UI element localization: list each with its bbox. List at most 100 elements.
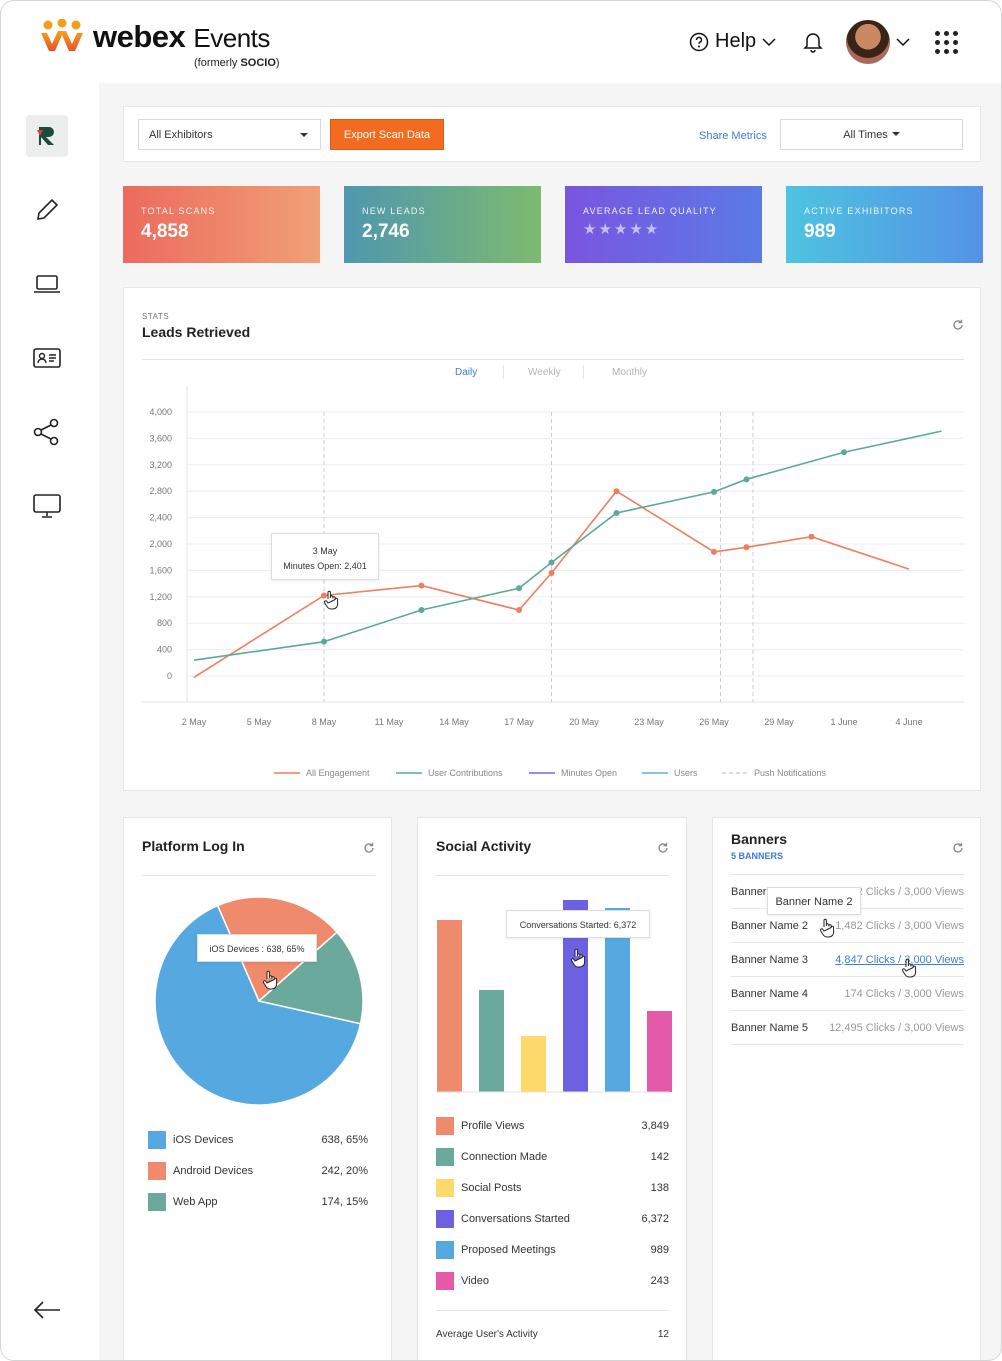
top-bar: webex Events (formerly SOCIO) Help — [1, 1, 1001, 83]
banner-name: Banner — [731, 885, 767, 898]
banners-card: Banners 5 BANNERS Banner 2 Clicks / 3,00… — [712, 817, 981, 1360]
help-menu[interactable]: Help — [689, 30, 776, 53]
sidebar-item-brand[interactable] — [26, 115, 68, 157]
legend-item: Conversations Started 6,372 — [436, 1210, 669, 1228]
y-tick-label: 0 — [167, 671, 172, 681]
card-kicker: STATS — [142, 312, 170, 321]
legend-value: 242, 20% — [321, 1165, 368, 1177]
legend-item: iOS Devices 638, 65% — [148, 1131, 368, 1149]
stat-label: ACTIVE EXHIBITORS — [804, 206, 914, 216]
export-scan-data-button[interactable]: Export Scan Data — [330, 119, 444, 150]
x-tick-label: 8 May — [312, 717, 337, 727]
legend-value: 138 — [650, 1182, 669, 1194]
brand-formerly: (formerly SOCIO) — [194, 57, 280, 69]
collapse-sidebar-button[interactable] — [26, 1289, 68, 1331]
tooltip-text: Minutes Open: 2,401 — [283, 561, 367, 571]
legend-swatch — [436, 1241, 454, 1259]
sidebar-item-monitor[interactable] — [26, 485, 68, 527]
tab-separator — [503, 365, 504, 379]
bell-icon[interactable] — [803, 31, 823, 58]
legend-label: Social Posts — [461, 1182, 522, 1194]
stat-average-lead-quality: AVERAGE LEAD QUALITY ★★★★★ — [565, 186, 762, 263]
legend-value: 638, 65% — [321, 1134, 368, 1146]
x-tick-label: 26 May — [699, 717, 729, 727]
stat-active-exhibitors: ACTIVE EXHIBITORS 989 — [786, 186, 983, 263]
refresh-icon[interactable] — [363, 841, 375, 859]
banner-stats-link[interactable]: 4,847 Clicks / 3,000 Views — [835, 953, 964, 966]
legend-swatch — [148, 1162, 166, 1180]
monitor-icon — [33, 494, 61, 518]
chevron-down-icon — [762, 37, 776, 46]
divider — [142, 359, 964, 360]
tab-weekly[interactable]: Weekly — [528, 367, 561, 378]
card-title: Platform Log In — [142, 838, 245, 854]
banner-count: 5 BANNERS — [731, 851, 784, 861]
banner-name: Banner Name 2 — [731, 919, 809, 932]
data-point — [548, 570, 555, 577]
average-activity-row: Average User's Activity 12 — [436, 1329, 669, 1340]
pencil-icon — [37, 198, 59, 220]
legend-swatch — [436, 1272, 454, 1290]
caret-down-icon — [891, 132, 900, 136]
stat-total-scans: TOTAL SCANS 4,858 — [123, 186, 320, 263]
refresh-icon[interactable] — [657, 841, 669, 859]
tooltip-date: 3 May — [312, 546, 338, 556]
sidebar-item-contacts[interactable] — [26, 337, 68, 379]
card-title: Banners — [731, 831, 788, 847]
banner-name: Banner Name 3 — [731, 953, 809, 966]
refresh-icon[interactable] — [952, 318, 964, 336]
x-tick-label: 23 May — [634, 717, 664, 727]
platform-pie-chart — [154, 896, 364, 1106]
banner-stats: 12,495 Clicks / 3,000 Views — [829, 1021, 964, 1034]
avatar[interactable] — [846, 20, 890, 64]
bar-tooltip: Conversations Started: 6,372 — [506, 910, 650, 938]
banner-row[interactable]: Banner Name 2 1,482 Clicks / 3,000 Views — [731, 909, 964, 943]
pie-tooltip: iOS Devices : 638, 65% — [197, 934, 317, 962]
x-tick-label: 20 May — [569, 717, 599, 727]
tab-daily[interactable]: Daily — [455, 367, 478, 378]
y-tick-label: 800 — [157, 618, 172, 628]
banner-row[interactable]: Banner Name 4 174 Clicks / 3,000 Views — [731, 977, 964, 1011]
series-line — [193, 490, 910, 678]
legend-value: 174, 15% — [321, 1196, 368, 1208]
y-tick-label: 3,600 — [149, 433, 172, 443]
brand-name: webex Events — [93, 19, 270, 54]
banner-row[interactable]: Banner Name 5 12,495 Clicks / 3,000 View… — [731, 1011, 964, 1045]
legend-label: User Contributions — [428, 768, 503, 778]
share-metrics-link[interactable]: Share Metrics — [699, 130, 767, 142]
banner-stats: 2 Clicks / 3,000 Views — [856, 885, 964, 898]
times-select[interactable]: All Times — [780, 119, 963, 150]
legend-swatch — [436, 1117, 454, 1135]
data-point — [711, 488, 717, 495]
contact-card-icon — [33, 348, 61, 368]
hand-cursor-icon — [819, 918, 835, 943]
divider — [436, 1310, 669, 1311]
sidebar-item-share[interactable] — [26, 411, 68, 453]
legend-value: 3,849 — [641, 1120, 669, 1132]
bar — [479, 990, 504, 1092]
series-line — [193, 430, 942, 661]
stat-value: 4,858 — [141, 221, 189, 242]
chevron-down-icon[interactable] — [896, 34, 910, 52]
legend-label: Web App — [173, 1196, 218, 1208]
hand-cursor-icon — [323, 590, 339, 615]
app-grid-icon[interactable] — [935, 31, 958, 54]
data-point — [418, 582, 425, 589]
exhibitors-select[interactable]: All Exhibitors — [138, 119, 321, 150]
banner-name: Banner Name 5 — [731, 1021, 809, 1034]
y-tick-label: 4,000 — [149, 407, 172, 417]
x-tick-label: 2 May — [182, 717, 207, 727]
banner-row[interactable]: Banner Name 3 4,847 Clicks / 3,000 Views — [731, 943, 964, 977]
card-title: Social Activity — [436, 838, 532, 854]
tab-monthly[interactable]: Monthly — [612, 367, 648, 378]
refresh-icon[interactable] — [952, 841, 964, 859]
banner-name: Banner Name 4 — [731, 987, 809, 1000]
leads-retrieved-card: STATS Leads Retrieved Daily Weekly Month… — [123, 287, 981, 791]
sidebar-item-edit[interactable] — [26, 189, 68, 231]
help-label: Help — [715, 30, 757, 52]
webex-logo-icon[interactable] — [39, 18, 85, 58]
laptop-icon — [34, 275, 60, 293]
arrow-left-icon — [33, 1301, 60, 1319]
sidebar-item-laptop[interactable] — [26, 263, 68, 305]
